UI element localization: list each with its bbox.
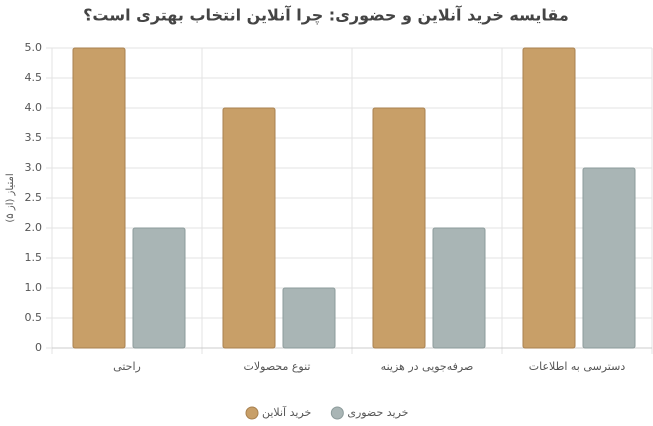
bar [282,287,336,349]
y-tick-label: 2.0 [25,221,43,234]
y-tick-label: 0 [35,341,42,354]
chart-title: مقایسه خرید آنلاین و حضوری: چرا آنلاین ا… [83,5,569,26]
x-tick-label: صرفه‌جویی در هزینه [381,360,474,373]
y-tick-label: 0.5 [25,311,43,324]
y-tick-label: 1.5 [25,251,43,264]
legend-swatch [245,406,259,420]
x-tick-label: تنوع محصولات [244,360,311,373]
y-tick-label: 3.5 [25,131,43,144]
bar [522,47,576,349]
y-tick-label: 4.5 [25,71,43,84]
bar [582,167,636,349]
bar [72,47,126,349]
y-tick-label: 1.0 [25,281,43,294]
y-tick-label: 4.0 [25,101,43,114]
x-tick-label: راحتی [113,360,141,373]
bar [222,107,276,349]
bar [132,227,186,349]
bar [372,107,426,349]
legend-swatch [330,406,344,420]
y-tick-label: 2.5 [25,191,43,204]
legend-label: خرید حضوری [347,406,408,419]
y-axis-label: امتیاز (از ۵) [5,173,16,222]
bar [432,227,486,349]
legend-label: خرید آنلاین [262,405,311,419]
y-tick-label: 3.0 [25,161,43,174]
y-tick-label: 5.0 [25,41,43,54]
x-tick-label: دسترسی به اطلاعات [529,360,626,373]
